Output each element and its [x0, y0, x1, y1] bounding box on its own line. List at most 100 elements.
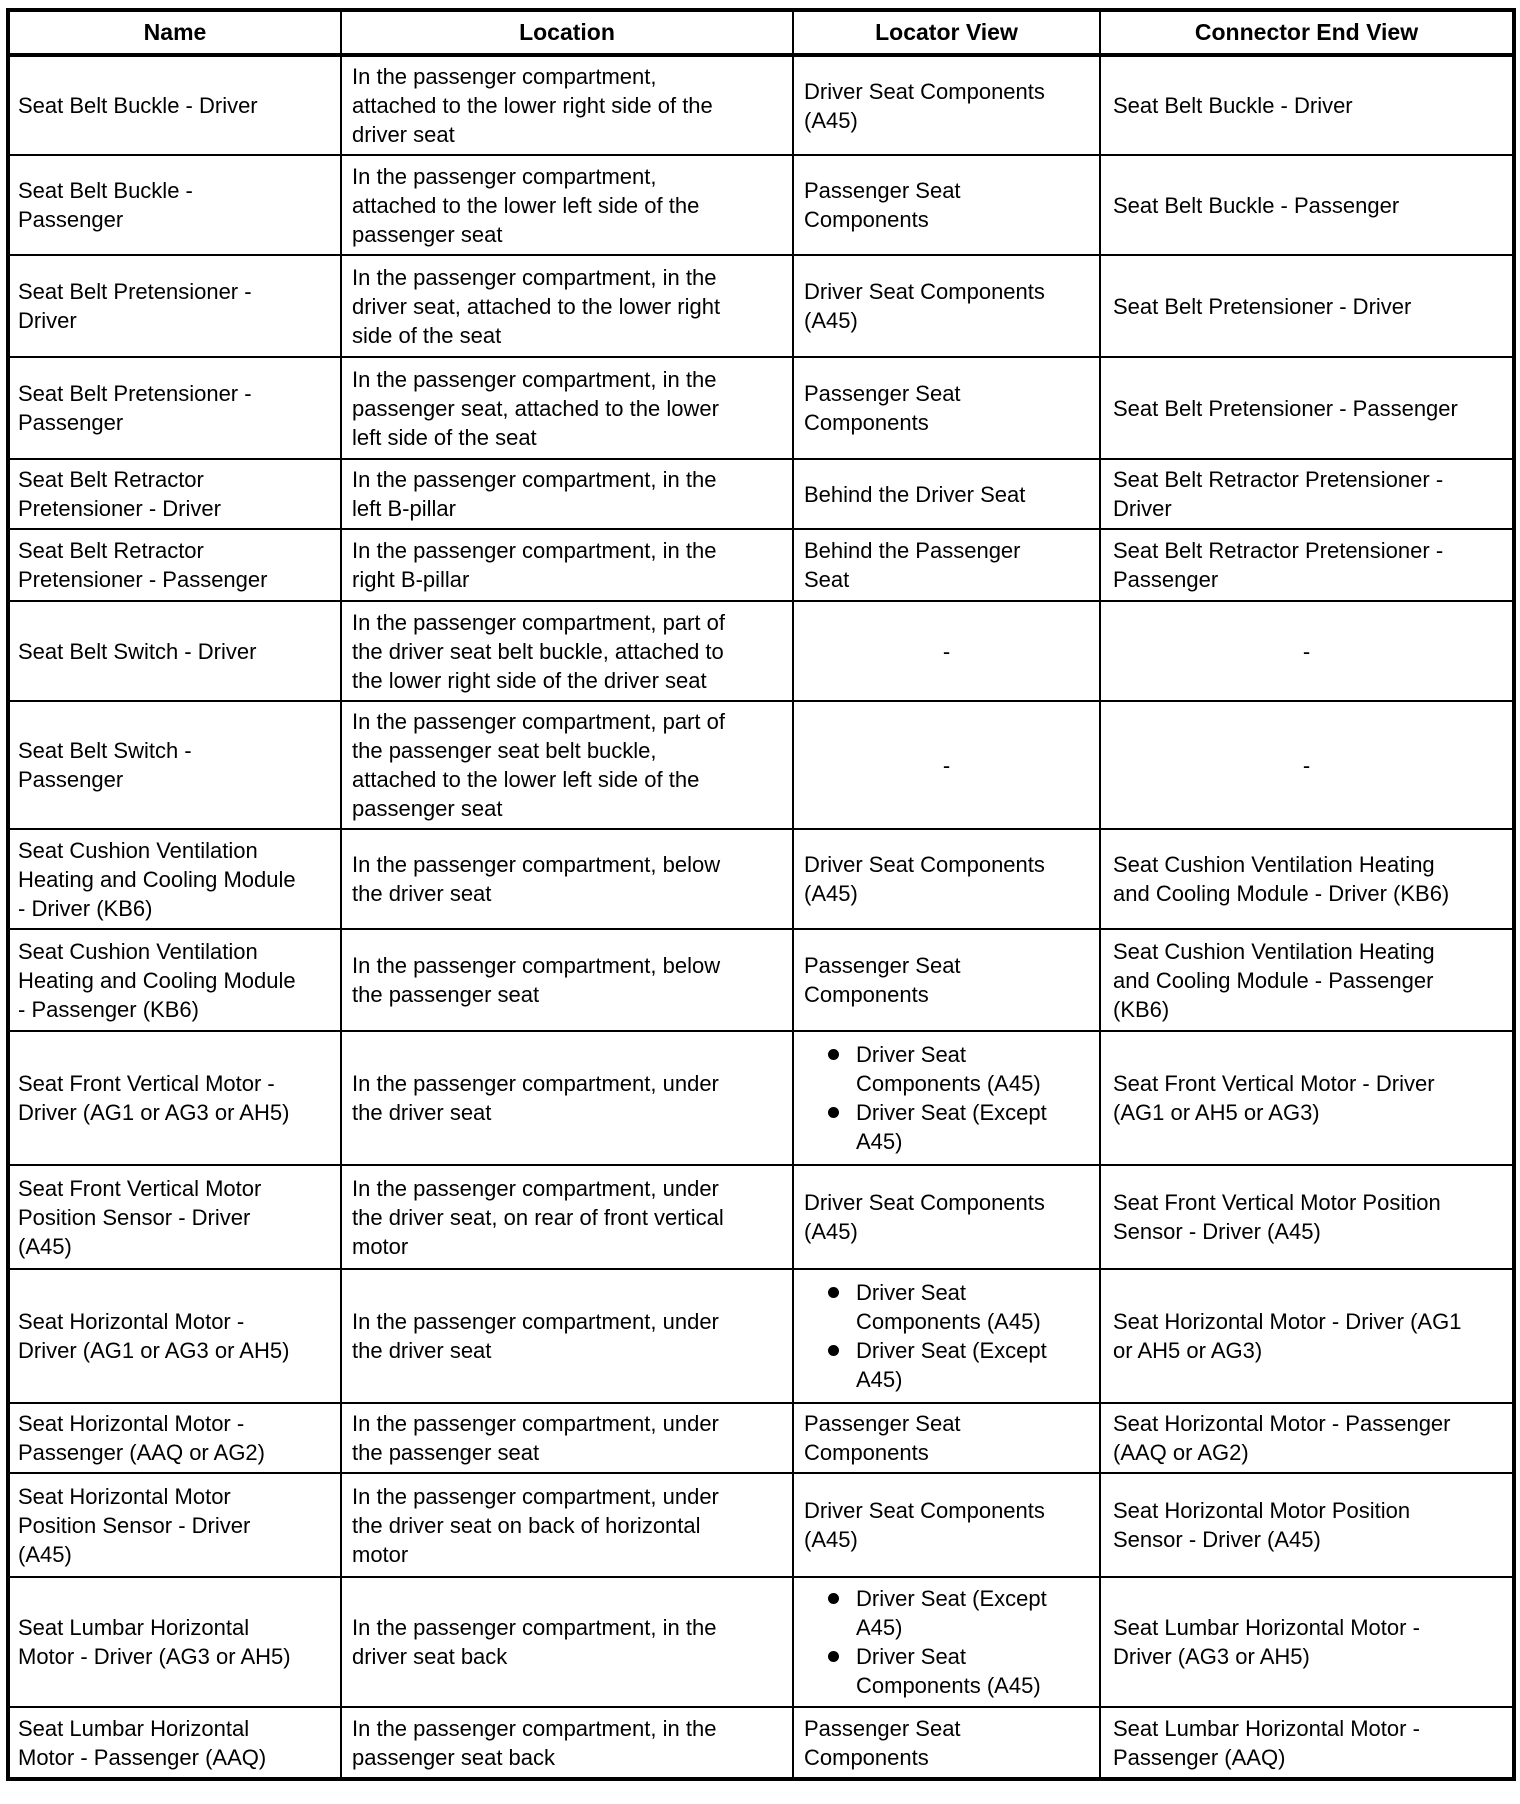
- connector-end-view-cell: Seat Belt Retractor Pretensioner - Drive…: [1099, 458, 1515, 530]
- name-cell: Seat Belt Buckle - Driver: [7, 54, 342, 156]
- table-row: Seat Cushion Ventilation Heating and Coo…: [7, 928, 1515, 1032]
- locator-view-cell: Passenger Seat Components: [792, 928, 1101, 1032]
- location-cell: In the passenger compartment, under the …: [340, 1472, 794, 1578]
- connector-end-view-cell: Seat Cushion Ventilation Heating and Coo…: [1099, 928, 1515, 1032]
- locator-view-cell: Passenger Seat Components: [792, 356, 1101, 460]
- locator-view-cell: Driver Seat Components (A45) Driver Seat …: [792, 1268, 1101, 1404]
- locator-bullet-label: Driver Seat Components (A45): [856, 1644, 1041, 1698]
- name-cell: Seat Belt Retractor Pretensioner - Drive…: [7, 458, 342, 530]
- bullet-icon: [828, 1107, 839, 1118]
- table-row: Seat Belt Switch - Passenger In the passe…: [7, 700, 1515, 830]
- location-cell: In the passenger compartment, under the …: [340, 1030, 794, 1166]
- locator-view-cell: Driver Seat Components (A45): [792, 1164, 1101, 1270]
- locator-bullet-list: Driver Seat (Except A45) Driver Seat Comp…: [804, 1584, 1052, 1700]
- table-row: Seat Lumbar Horizontal Motor - Driver (A…: [7, 1576, 1515, 1708]
- connector-location-table: Name Location Locator View Connector End…: [6, 8, 1516, 1781]
- locator-bullet-label: Driver Seat (Except A45): [856, 1100, 1047, 1154]
- location-cell: In the passenger compartment, attached t…: [340, 54, 794, 156]
- locator-view-cell: Passenger Seat Components: [792, 1706, 1101, 1780]
- column-header-location: Location: [340, 9, 794, 57]
- location-cell: In the passenger compartment, in the dri…: [340, 1576, 794, 1708]
- connector-end-view-cell: Seat Cushion Ventilation Heating and Coo…: [1099, 828, 1515, 930]
- table-row: Seat Cushion Ventilation Heating and Coo…: [7, 828, 1515, 930]
- name-cell: Seat Belt Retractor Pretensioner - Passe…: [7, 528, 342, 602]
- connector-end-view-cell: Seat Belt Buckle - Driver: [1099, 54, 1515, 156]
- connector-end-view-cell: Seat Belt Pretensioner - Driver: [1099, 254, 1515, 358]
- connector-end-view-cell: Seat Horizontal Motor - Passenger (AAQ o…: [1099, 1402, 1515, 1474]
- connector-end-view-cell: -: [1099, 600, 1515, 702]
- location-cell: In the passenger compartment, attached t…: [340, 154, 794, 256]
- location-cell: In the passenger compartment, under the …: [340, 1268, 794, 1404]
- location-cell: In the passenger compartment, in the pas…: [340, 356, 794, 460]
- table-row: Seat Belt Pretensioner - Driver In the pa…: [7, 254, 1515, 358]
- locator-view-cell: -: [792, 600, 1101, 702]
- table-row: Seat Belt Buckle - Passenger In the passe…: [7, 154, 1515, 256]
- bullet-icon: [828, 1593, 839, 1604]
- locator-view-cell: Driver Seat Components (A45) Driver Seat …: [792, 1030, 1101, 1166]
- locator-bullet-label: Driver Seat (Except A45): [856, 1586, 1047, 1640]
- table-header: Name Location Locator View Connector End…: [7, 9, 1515, 57]
- location-cell: In the passenger compartment, below the …: [340, 928, 794, 1032]
- name-cell: Seat Lumbar Horizontal Motor - Passenger…: [7, 1706, 342, 1780]
- locator-view-cell: Driver Seat Components (A45): [792, 1472, 1101, 1578]
- locator-view-cell: Driver Seat Components (A45): [792, 828, 1101, 930]
- locator-bullet-label: Driver Seat Components (A45): [856, 1042, 1041, 1096]
- location-cell: In the passenger compartment, in the rig…: [340, 528, 794, 602]
- locator-bullet-label: Driver Seat Components (A45): [856, 1280, 1041, 1334]
- locator-bullet-label: Driver Seat (Except A45): [856, 1338, 1047, 1392]
- name-cell: Seat Lumbar Horizontal Motor - Driver (A…: [7, 1576, 342, 1708]
- location-cell: In the passenger compartment, under the …: [340, 1164, 794, 1270]
- column-header-locator-view: Locator View: [792, 9, 1101, 57]
- locator-view-cell: Driver Seat Components (A45): [792, 254, 1101, 358]
- locator-bullet-list: Driver Seat Components (A45) Driver Seat …: [804, 1040, 1052, 1156]
- location-cell: In the passenger compartment, under the …: [340, 1402, 794, 1474]
- name-cell: Seat Front Vertical Motor - Driver (AG1 …: [7, 1030, 342, 1166]
- name-cell: Seat Cushion Ventilation Heating and Coo…: [7, 828, 342, 930]
- connector-end-view-cell: Seat Horizontal Motor - Driver (AG1 or A…: [1099, 1268, 1515, 1404]
- name-cell: Seat Cushion Ventilation Heating and Coo…: [7, 928, 342, 1032]
- name-cell: Seat Belt Pretensioner - Driver: [7, 254, 342, 358]
- name-cell: Seat Horizontal Motor - Driver (AG1 or A…: [7, 1268, 342, 1404]
- table-row: Seat Belt Retractor Pretensioner - Passe…: [7, 528, 1515, 602]
- locator-bullet-item: Driver Seat Components (A45): [826, 1040, 1052, 1098]
- locator-view-cell: Passenger Seat Components: [792, 1402, 1101, 1474]
- locator-bullet-item: Driver Seat Components (A45): [826, 1278, 1052, 1336]
- locator-view-cell: Driver Seat Components (A45): [792, 54, 1101, 156]
- locator-view-cell: -: [792, 700, 1101, 830]
- location-cell: In the passenger compartment, below the …: [340, 828, 794, 930]
- locator-bullet-item: Driver Seat (Except A45): [826, 1336, 1052, 1394]
- location-cell: In the passenger compartment, in the lef…: [340, 458, 794, 530]
- connector-end-view-cell: Seat Lumbar Horizontal Motor - Passenger…: [1099, 1706, 1515, 1780]
- header-row: Name Location Locator View Connector End…: [7, 9, 1515, 57]
- bullet-icon: [828, 1651, 839, 1662]
- locator-view-cell: Driver Seat (Except A45) Driver Seat Comp…: [792, 1576, 1101, 1708]
- connector-end-view-cell: Seat Belt Buckle - Passenger: [1099, 154, 1515, 256]
- bullet-icon: [828, 1287, 839, 1298]
- table-row: Seat Lumbar Horizontal Motor - Passenger…: [7, 1706, 1515, 1780]
- name-cell: Seat Horizontal Motor Position Sensor - …: [7, 1472, 342, 1578]
- locator-bullet-list: Driver Seat Components (A45) Driver Seat …: [804, 1278, 1052, 1394]
- connector-end-view-cell: Seat Lumbar Horizontal Motor - Driver (A…: [1099, 1576, 1515, 1708]
- name-cell: Seat Belt Switch - Passenger: [7, 700, 342, 830]
- column-header-connector-end-view: Connector End View: [1099, 9, 1515, 57]
- connector-end-view-cell: Seat Belt Pretensioner - Passenger: [1099, 356, 1515, 460]
- location-cell: In the passenger compartment, in the pas…: [340, 1706, 794, 1780]
- table-row: Seat Belt Buckle - Driver In the passenge…: [7, 54, 1515, 156]
- bullet-icon: [828, 1049, 839, 1060]
- table-row: Seat Horizontal Motor - Passenger (AAQ o…: [7, 1402, 1515, 1474]
- locator-bullet-item: Driver Seat (Except A45): [826, 1098, 1052, 1156]
- table-row: Seat Belt Retractor Pretensioner - Drive…: [7, 458, 1515, 530]
- name-cell: Seat Front Vertical Motor Position Senso…: [7, 1164, 342, 1270]
- name-cell: Seat Horizontal Motor - Passenger (AAQ o…: [7, 1402, 342, 1474]
- locator-bullet-item: Driver Seat (Except A45): [826, 1584, 1052, 1642]
- name-cell: Seat Belt Switch - Driver: [7, 600, 342, 702]
- column-header-name: Name: [7, 9, 342, 57]
- table-row: Seat Horizontal Motor Position Sensor - …: [7, 1472, 1515, 1578]
- connector-end-view-cell: -: [1099, 700, 1515, 830]
- locator-bullet-item: Driver Seat Components (A45): [826, 1642, 1052, 1700]
- name-cell: Seat Belt Buckle - Passenger: [7, 154, 342, 256]
- connector-end-view-cell: Seat Belt Retractor Pretensioner - Passe…: [1099, 528, 1515, 602]
- connector-end-view-cell: Seat Front Vertical Motor Position Senso…: [1099, 1164, 1515, 1270]
- name-cell: Seat Belt Pretensioner - Passenger: [7, 356, 342, 460]
- connector-end-view-cell: Seat Front Vertical Motor - Driver (AG1 …: [1099, 1030, 1515, 1166]
